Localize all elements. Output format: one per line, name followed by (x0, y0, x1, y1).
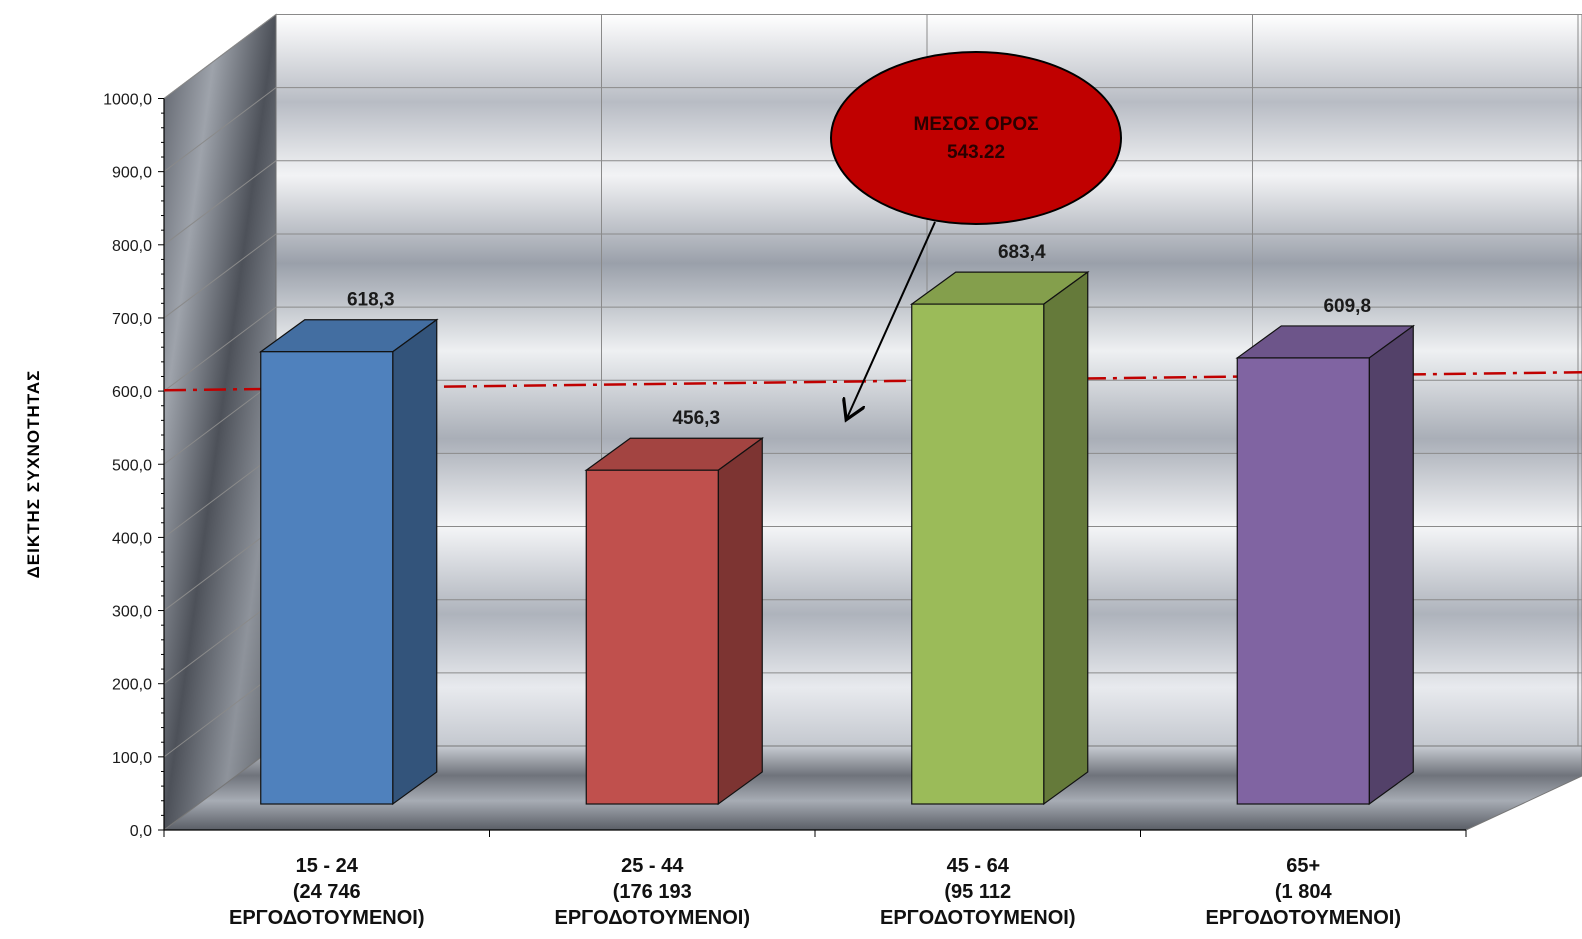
bar (909, 270, 1090, 806)
y-tick-label: 200,0 (112, 677, 152, 694)
x-tick-label: 65+ (1286, 855, 1320, 877)
callout-label: 543.22 (947, 142, 1005, 163)
y-tick-label: 600,0 (112, 384, 152, 401)
bar-front (1236, 357, 1370, 805)
y-tick-label: 700,0 (112, 311, 152, 328)
gridline (163, 87, 1582, 173)
x-tick-label: ΕΡΓΟΔΟΤΟΥΜΕΝΟΙ) (229, 907, 425, 929)
gridline (163, 233, 1582, 319)
x-tick-label: (1 804 (1275, 881, 1333, 903)
bar-side (1368, 324, 1414, 806)
bar-side (1043, 270, 1089, 806)
bar (584, 437, 765, 806)
gridline (163, 306, 1582, 392)
bars: 618,3 456,3 683,4 609,8 (258, 242, 1416, 806)
y-tick-label: 500,0 (112, 457, 152, 474)
callout-ellipse (830, 51, 1122, 225)
x-tick-label: (24 746 (293, 881, 361, 903)
data-label: 609,8 (1323, 296, 1371, 317)
y-tick-label: 800,0 (112, 238, 152, 255)
callout-label: ΜΕΣΟΣ ΟΡΟΣ (914, 114, 1039, 135)
x-tick-label: (95 112 (944, 881, 1011, 903)
bar-front (585, 469, 719, 805)
y-tick-label: 900,0 (112, 165, 152, 182)
x-tick-label: 25 - 44 (621, 855, 684, 877)
y-tick-label: 0,0 (130, 823, 152, 840)
y-tick-label: 100,0 (112, 750, 152, 767)
bar-front (911, 303, 1045, 805)
y-tick-label: 400,0 (112, 530, 152, 547)
x-tick-label: ΕΡΓΟΔΟΤΟΥΜΕΝΟΙ) (1205, 907, 1401, 929)
callout-arrow (847, 221, 936, 418)
bar-side (392, 318, 438, 806)
y-tick-label: 1000,0 (103, 92, 152, 109)
gridline (163, 160, 1582, 246)
x-tick-label: ΕΡΓΟΔΟΤΟΥΜΕΝΟΙ) (554, 907, 750, 929)
x-axis: 15 - 24 (24 746 ΕΡΓΟΔΟΤΟΥΜΕΝΟΙ) 25 - 44 (176… (163, 829, 1467, 929)
x-tick-label: ΕΡΓΟΔΟΤΟΥΜΕΝΟΙ) (880, 907, 1076, 929)
bar-side (717, 437, 763, 806)
data-label: 683,4 (998, 242, 1046, 263)
x-tick-label: 15 - 24 (296, 855, 359, 877)
gridline (163, 14, 1582, 99)
data-label: 618,3 (347, 290, 395, 311)
bar-front (260, 351, 394, 805)
average-callout: ΜΕΣΟΣ ΟΡΟΣ 543.22 (830, 51, 1122, 418)
y-tick-label: 300,0 (112, 604, 152, 621)
bar (1235, 324, 1416, 806)
bar (258, 318, 439, 806)
y-axis: 0,0 100,0 200,0 300,0 400,0 500,0 600,0 700,0 80… (103, 92, 165, 840)
data-label: 456,3 (672, 408, 720, 429)
x-tick-label: (176 193 (613, 881, 692, 903)
x-tick-label: 45 - 64 (947, 855, 1010, 877)
